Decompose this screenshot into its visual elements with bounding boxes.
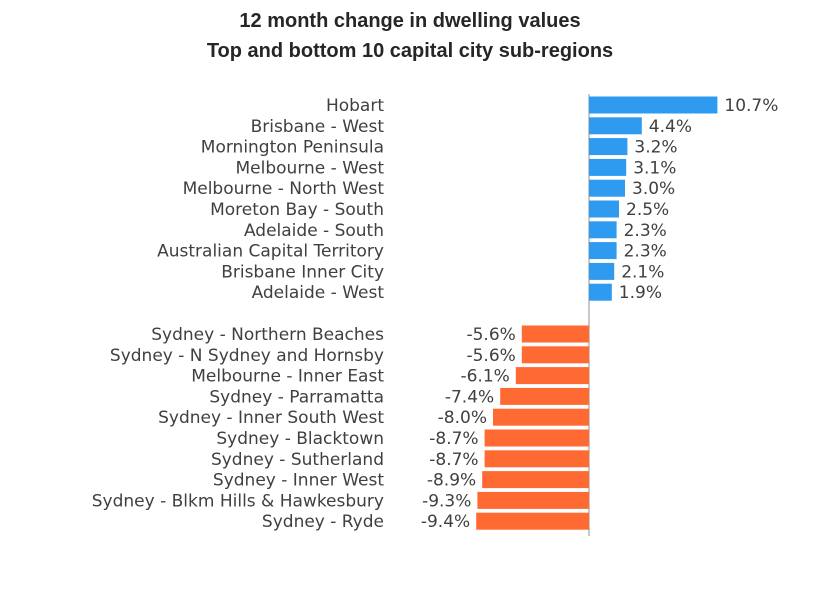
bar (589, 179, 625, 197)
chart-title: 12 month change in dwelling values (239, 10, 581, 32)
bar (500, 387, 589, 405)
category-label: Sydney - Sutherland (211, 450, 384, 470)
data-label: 2.3% (624, 242, 667, 262)
category-label: Moreton Bay - South (210, 200, 384, 220)
data-label: -9.4% (421, 512, 470, 532)
data-label: 3.2% (634, 138, 677, 158)
data-label: -6.1% (460, 367, 509, 387)
category-label: Sydney - Inner West (213, 471, 384, 491)
bar (515, 367, 589, 385)
data-label: 2.3% (624, 221, 667, 241)
data-label: -5.6% (466, 325, 515, 345)
data-label: 3.1% (633, 158, 676, 178)
bar (493, 408, 589, 426)
bar (484, 450, 589, 468)
bar (482, 471, 589, 489)
data-label: -5.6% (466, 346, 515, 366)
category-label: Hobart (326, 96, 384, 116)
bar (521, 325, 589, 343)
bar (589, 242, 617, 260)
category-label: Sydney - Blacktown (216, 429, 384, 449)
category-label: Adelaide - South (244, 221, 384, 241)
bar (477, 491, 589, 509)
data-label: -9.3% (422, 491, 471, 511)
category-label: Adelaide - West (252, 283, 385, 303)
bar (476, 512, 589, 530)
data-label: 2.1% (621, 262, 664, 282)
data-label: -8.9% (427, 471, 476, 491)
data-label: 1.9% (619, 283, 662, 303)
category-label: Melbourne - North West (183, 179, 385, 199)
bar (589, 283, 612, 301)
bar (589, 117, 642, 135)
bar (484, 429, 589, 447)
category-label: Sydney - Inner South West (158, 408, 384, 428)
data-label: 3.0% (632, 179, 675, 199)
category-label: Brisbane - West (251, 117, 385, 137)
bar (589, 200, 619, 218)
bar (589, 262, 615, 280)
data-label: -8.0% (438, 408, 487, 428)
bar (589, 221, 617, 239)
data-label: -8.7% (429, 450, 478, 470)
category-label: Australian Capital Territory (157, 242, 384, 262)
category-label: Brisbane Inner City (221, 262, 384, 282)
category-label: Sydney - Blkm Hills & Hawkesbury (92, 491, 384, 511)
chart-subtitle: Top and bottom 10 capital city sub-regio… (206, 40, 614, 62)
bar (589, 158, 627, 176)
data-label: -7.4% (445, 387, 494, 407)
bar (521, 346, 589, 364)
bar (589, 96, 718, 114)
data-label: -8.7% (429, 429, 478, 449)
data-label: 2.5% (626, 200, 669, 220)
category-label: Sydney - Northern Beaches (151, 325, 384, 345)
category-label: Sydney - Parramatta (209, 387, 384, 407)
bar (589, 138, 628, 156)
data-label: 10.7% (724, 96, 778, 116)
category-label: Melbourne - West (236, 158, 385, 178)
category-label: Sydney - N Sydney and Hornsby (110, 346, 384, 366)
category-label: Sydney - Ryde (262, 512, 384, 532)
category-label: Melbourne - Inner East (191, 367, 384, 387)
data-label: 4.4% (649, 117, 692, 137)
category-label: Mornington Peninsula (201, 138, 384, 158)
